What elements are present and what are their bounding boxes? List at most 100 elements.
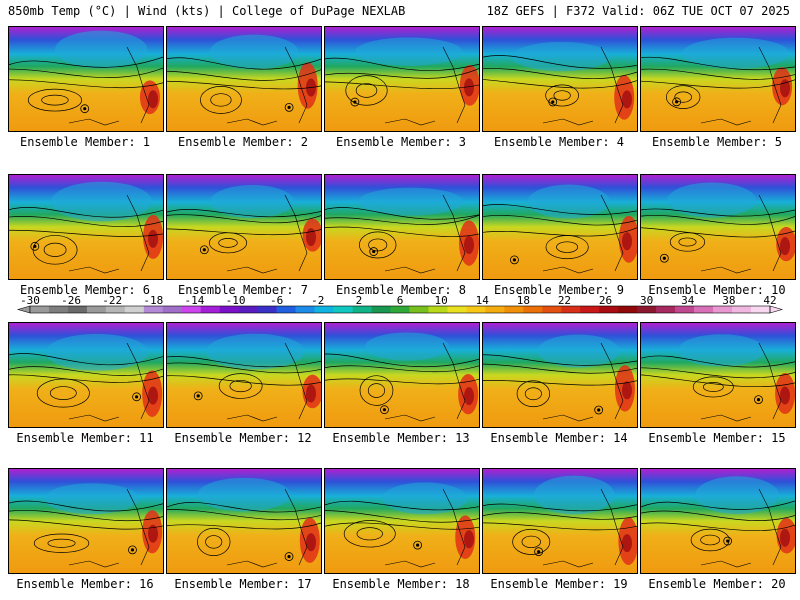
colorbar-segment bbox=[238, 306, 258, 313]
colorbar-segment bbox=[333, 306, 353, 313]
colorbar-segment bbox=[162, 306, 183, 313]
ensemble-member-label: Ensemble Member: 12 bbox=[174, 431, 312, 445]
colorbar-segment bbox=[352, 306, 372, 313]
ensemble-member-label: Ensemble Member: 11 bbox=[16, 431, 154, 445]
colorbar-right-arrow bbox=[769, 305, 784, 314]
colorbar-segment bbox=[30, 306, 50, 313]
temperature-colorbar: -30 -26 -22 -18 -14 -10 -6 -2 2 6 10 14 18 22 26 30 34 38… bbox=[16, 296, 784, 314]
ensemble-member-label: Ensemble Member: 6 bbox=[19, 283, 151, 297]
colorbar-tick-label: 26 bbox=[599, 296, 612, 307]
colorbar-segment bbox=[86, 306, 107, 313]
colorbar-segment bbox=[371, 306, 391, 313]
ensemble-member-label: Ensemble Member: 14 bbox=[490, 431, 628, 445]
colorbar-segment bbox=[751, 306, 771, 313]
colorbar-segment bbox=[637, 306, 657, 313]
ensemble-member-label: Ensemble Member: 2 bbox=[177, 135, 309, 149]
colorbar-segment bbox=[48, 306, 69, 313]
ensemble-member-label: Ensemble Member: 15 bbox=[648, 431, 786, 445]
ensemble-map-14 bbox=[482, 322, 638, 428]
ensemble-member-label: Ensemble Member: 19 bbox=[490, 577, 628, 591]
colorbar-segment bbox=[542, 306, 562, 313]
colorbar-segment bbox=[200, 306, 221, 313]
colorbar-segment bbox=[675, 306, 695, 313]
ensemble-member-label: Ensemble Member: 5 bbox=[651, 135, 783, 149]
colorbar-segment bbox=[181, 306, 202, 313]
colorbar-tick-label: -10 bbox=[226, 296, 246, 307]
colorbar-segment bbox=[295, 306, 315, 313]
ensemble-map-1 bbox=[8, 26, 164, 132]
ensemble-map-12 bbox=[166, 322, 322, 428]
ensemble-map-17 bbox=[166, 468, 322, 574]
ensemble-map-11 bbox=[8, 322, 164, 428]
colorbar-segment bbox=[257, 306, 277, 313]
colorbar-tick-label: -26 bbox=[61, 296, 81, 307]
colorbar-segment bbox=[124, 306, 145, 313]
colorbar-segment bbox=[504, 306, 524, 313]
ensemble-map-5 bbox=[640, 26, 796, 132]
colorbar-segment bbox=[105, 306, 126, 313]
ensemble-member-label: Ensemble Member: 10 bbox=[648, 283, 786, 297]
ensemble-map-20 bbox=[640, 468, 796, 574]
colorbar-segment bbox=[561, 306, 581, 313]
colorbar-segment bbox=[143, 306, 164, 313]
colorbar-tick-label: 2 bbox=[356, 296, 363, 307]
colorbar-segment bbox=[580, 306, 600, 313]
colorbar-tick-label: 6 bbox=[397, 296, 404, 307]
ensemble-member-label: Ensemble Member: 8 bbox=[335, 283, 467, 297]
ensemble-member-label: Ensemble Member: 7 bbox=[177, 283, 309, 297]
colorbar-segment bbox=[390, 306, 410, 313]
colorbar-tick-label: -30 bbox=[20, 296, 40, 307]
ensemble-member-label: Ensemble Member: 17 bbox=[174, 577, 312, 591]
ensemble-map-3 bbox=[324, 26, 480, 132]
colorbar-segment bbox=[428, 306, 448, 313]
ensemble-map-10 bbox=[640, 174, 796, 280]
ensemble-member-label: Ensemble Member: 3 bbox=[335, 135, 467, 149]
colorbar-segment bbox=[447, 306, 467, 313]
colorbar-segment bbox=[466, 306, 486, 313]
ensemble-member-label: Ensemble Member: 18 bbox=[332, 577, 470, 591]
colorbar-segment bbox=[409, 306, 429, 313]
colorbar-segment bbox=[276, 306, 296, 313]
ensemble-member-label: Ensemble Member: 20 bbox=[648, 577, 786, 591]
colorbar-segment bbox=[485, 306, 505, 313]
colorbar-left-arrow bbox=[16, 305, 31, 314]
colorbar-segment bbox=[599, 306, 619, 313]
ensemble-map-7 bbox=[166, 174, 322, 280]
colorbar-tick-label: 18 bbox=[517, 296, 530, 307]
colorbar-segment bbox=[219, 306, 240, 313]
colorbar-segment bbox=[618, 306, 638, 313]
ensemble-map-2 bbox=[166, 26, 322, 132]
colorbar-tick-label: 22 bbox=[558, 296, 571, 307]
ensemble-map-18 bbox=[324, 468, 480, 574]
colorbar-segment bbox=[67, 306, 88, 313]
colorbar-tick-label: -22 bbox=[102, 296, 122, 307]
colorbar-tick-label: 10 bbox=[434, 296, 447, 307]
chart-title: 850mb Temp (°C) | Wind (kts) | College o… bbox=[8, 4, 406, 18]
colorbar-tick-label: 30 bbox=[640, 296, 653, 307]
ensemble-map-16 bbox=[8, 468, 164, 574]
ensemble-map-4 bbox=[482, 26, 638, 132]
colorbar-tick-label: -18 bbox=[143, 296, 163, 307]
ensemble-map-6 bbox=[8, 174, 164, 280]
colorbar-segment bbox=[713, 306, 733, 313]
colorbar-segment bbox=[656, 306, 676, 313]
colorbar-segment bbox=[523, 306, 543, 313]
ensemble-map-13 bbox=[324, 322, 480, 428]
ensemble-member-label: Ensemble Member: 9 bbox=[493, 283, 625, 297]
ensemble-map-19 bbox=[482, 468, 638, 574]
colorbar-tick-label: -6 bbox=[270, 296, 283, 307]
run-info: 18Z GEFS | F372 Valid: 06Z TUE OCT 07 20… bbox=[486, 4, 790, 18]
ensemble-member-label: Ensemble Member: 4 bbox=[493, 135, 625, 149]
ensemble-member-label: Ensemble Member: 16 bbox=[16, 577, 154, 591]
colorbar-tick-label: 38 bbox=[722, 296, 735, 307]
ensemble-member-label: Ensemble Member: 13 bbox=[332, 431, 470, 445]
colorbar-tick-label: 14 bbox=[476, 296, 490, 307]
ensemble-map-15 bbox=[640, 322, 796, 428]
colorbar-tick-label: 42 bbox=[763, 296, 776, 307]
colorbar-segment bbox=[694, 306, 714, 313]
colorbar-segment bbox=[314, 306, 334, 313]
ensemble-map-9 bbox=[482, 174, 638, 280]
colorbar-tick-label: -2 bbox=[311, 296, 324, 307]
colorbar-tick-label: 34 bbox=[681, 296, 695, 307]
ensemble-member-label: Ensemble Member: 1 bbox=[19, 135, 151, 149]
